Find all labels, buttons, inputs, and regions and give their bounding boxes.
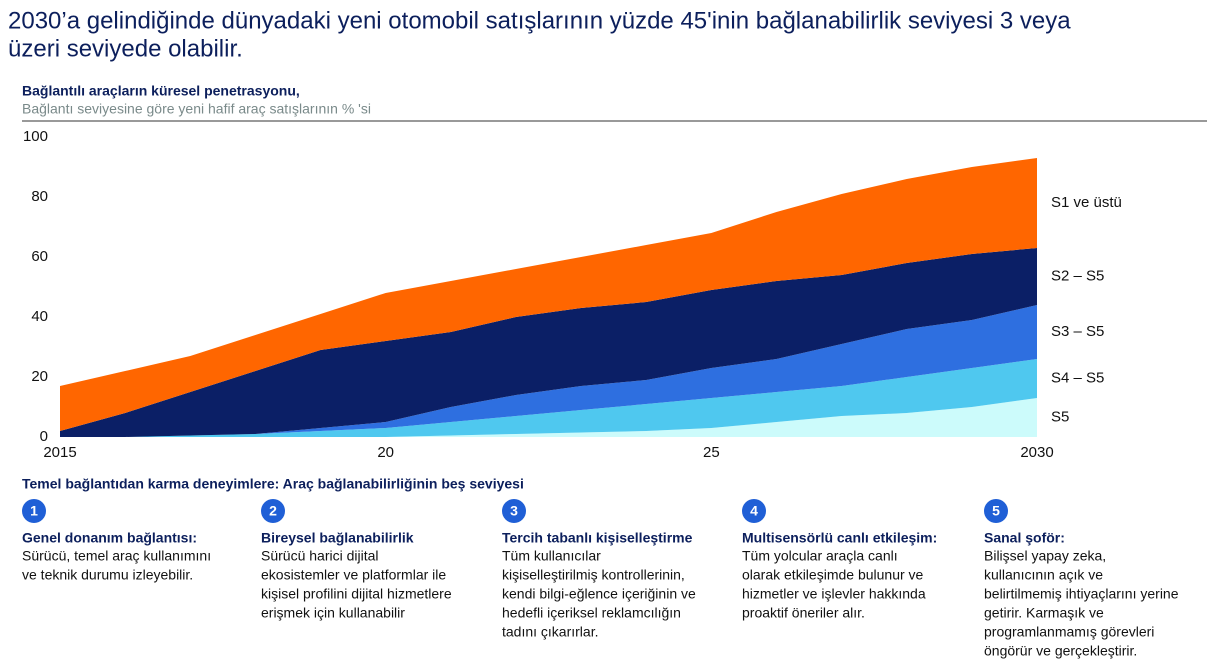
level-number: 4	[750, 503, 758, 519]
y-tick-label: 20	[31, 368, 48, 385]
chart-subtitle: Bağlantı seviyesine göre yeni hafif araç…	[22, 101, 371, 117]
series-label: S1 ve üstü	[1051, 194, 1122, 211]
level-text: belirtilmemiş ihtiyaçlarını yerine	[984, 586, 1179, 602]
level-text: tadını çıkarırlar.	[502, 624, 598, 640]
level-text: ve teknik durumu izleyebilir.	[22, 567, 193, 583]
area	[60, 398, 1037, 437]
series-label: S4 – S5	[1051, 369, 1104, 386]
level-title: Sanal şoför:	[984, 530, 1065, 546]
area	[60, 359, 1037, 437]
level-text: hedefli içeriksel reklamcılığın	[502, 605, 681, 621]
level-text: kişiselleştirilmiş kontrollerinin,	[502, 567, 685, 583]
level-title: Genel donanım bağlantısı:	[22, 530, 197, 546]
level-badge	[22, 499, 46, 523]
level-badge	[502, 499, 526, 523]
y-tick-label: 100	[23, 128, 48, 145]
level-badge	[261, 499, 285, 523]
level-text: Bilişsel yapay zeka,	[984, 548, 1106, 564]
series-label: S3 – S5	[1051, 323, 1104, 340]
levels-title: Temel bağlantıdan karma deneyimlere: Ara…	[22, 476, 524, 492]
headline: üzeri seviyede olabilir.	[8, 35, 243, 62]
y-tick-label: 0	[40, 428, 48, 445]
level-number: 5	[992, 503, 1000, 519]
y-tick-label: 80	[31, 188, 48, 205]
chart-title: Bağlantılı araçların küresel penetrasyon…	[22, 83, 300, 99]
level-text: kullanıcının açık ve	[984, 567, 1103, 583]
area	[60, 248, 1037, 437]
level-text: kişisel profilini dijital hizmetlere	[261, 586, 452, 602]
level-text: getirir. Karmaşık ve	[984, 605, 1104, 621]
level-badge	[742, 499, 766, 523]
level-text: programlanmamış görevleri	[984, 624, 1154, 640]
level-text: olarak etkileşimde bulunur ve	[742, 567, 924, 583]
level-text: Sürücü, temel araç kullanımını	[22, 548, 211, 564]
series-label: S5	[1051, 408, 1069, 425]
level-text: erişmek için kullanabilir	[261, 605, 405, 621]
level-text: Tüm kullanıcılar	[502, 548, 601, 564]
level-text: öngörür ve gerçekleştirir.	[984, 643, 1137, 659]
area	[60, 305, 1037, 437]
level-text: proaktif öneriler alır.	[742, 605, 865, 621]
y-tick-label: 40	[31, 308, 48, 325]
level-title: Bireysel bağlanabilirlik	[261, 530, 414, 546]
headline: 2030’a gelindiğinde dünyadaki yeni otomo…	[8, 7, 1071, 34]
y-tick-label: 60	[31, 248, 48, 265]
level-number: 1	[30, 503, 38, 519]
level-title: Tercih tabanlı kişiselleştirme	[502, 530, 693, 546]
level-text: Sürücü harici dijital	[261, 548, 379, 564]
x-tick-label: 2015	[43, 444, 76, 461]
x-tick-label: 2030	[1020, 444, 1053, 461]
level-number: 3	[510, 503, 518, 519]
level-text: kendi bilgi-eğlence içeriğinin ve	[502, 586, 696, 602]
area	[60, 158, 1037, 431]
level-text: hizmetler ve işlevler hakkında	[742, 586, 926, 602]
series-label: S2 – S5	[1051, 267, 1104, 284]
level-badge	[984, 499, 1008, 523]
level-title: Multisensörlü canlı etkileşim:	[742, 530, 937, 546]
x-tick-label: 20	[377, 444, 394, 461]
level-text: Tüm yolcular araçla canlı	[742, 548, 898, 564]
level-number: 2	[269, 503, 277, 519]
x-tick-label: 25	[703, 444, 720, 461]
level-text: ekosistemler ve platformlar ile	[261, 567, 446, 583]
